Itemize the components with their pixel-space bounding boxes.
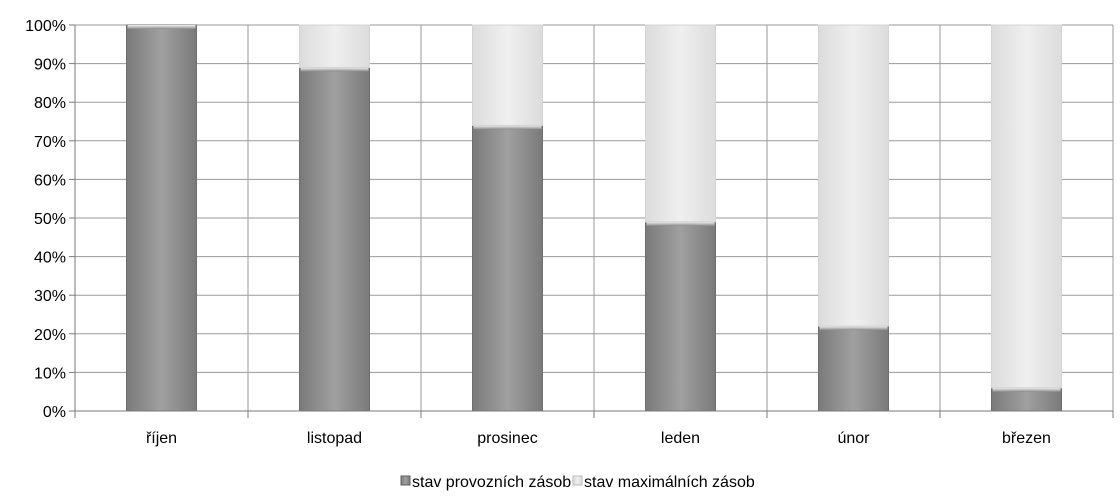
y-tick-label: 0% <box>43 404 66 421</box>
y-tick-label: 50% <box>34 211 66 228</box>
y-tick-label: 90% <box>34 57 66 74</box>
category-label: březen <box>1002 430 1051 447</box>
category-label: říjen <box>146 430 177 447</box>
legend: stav provozních zásob stav maximálních zá… <box>400 474 755 491</box>
bar-segment-maximalni <box>472 24 543 126</box>
legend-label: stav maximálních zásob <box>584 474 755 491</box>
y-tick-label: 60% <box>34 172 66 189</box>
legend-label: stav provozních zásob <box>412 474 571 491</box>
y-tick-label: 100% <box>25 18 66 35</box>
bar-segment-maximalni <box>818 24 889 327</box>
axes: 0% 10% 20% 30% 40% 50% 60% 70% 80% 90% 100% říjen li… <box>25 18 1114 447</box>
y-tick-label: 20% <box>34 327 66 344</box>
bar-cap <box>300 67 369 72</box>
bar-cap <box>127 25 196 29</box>
bar-segment-provozni <box>645 221 716 412</box>
category-label: listopad <box>307 430 362 447</box>
category-label: únor <box>837 430 870 447</box>
grid <box>74 24 1114 412</box>
bar-segment-maximalni <box>299 24 370 68</box>
y-tick-label: 70% <box>34 134 66 151</box>
legend-swatch <box>572 475 583 486</box>
category-label: leden <box>661 430 700 447</box>
bar-segment-provozni <box>818 325 889 412</box>
bars <box>126 24 1062 412</box>
bar-cap <box>646 221 715 226</box>
bar-segment-provozni <box>126 24 197 412</box>
y-tick-label: 10% <box>34 365 66 382</box>
bar-segment-maximalni <box>991 24 1062 389</box>
bar-cap <box>992 387 1061 392</box>
bar-segment-provozni <box>299 66 370 412</box>
legend-swatch <box>400 475 411 486</box>
bar-cap <box>819 326 888 331</box>
bar-segment-provozni <box>472 124 543 412</box>
y-tick-label: 30% <box>34 288 66 305</box>
bar-segment-maximalni <box>645 24 716 223</box>
category-label: prosinec <box>477 430 537 447</box>
y-tick-label: 40% <box>34 250 66 267</box>
y-tick-label: 80% <box>34 95 66 112</box>
bar-cap <box>473 125 542 130</box>
